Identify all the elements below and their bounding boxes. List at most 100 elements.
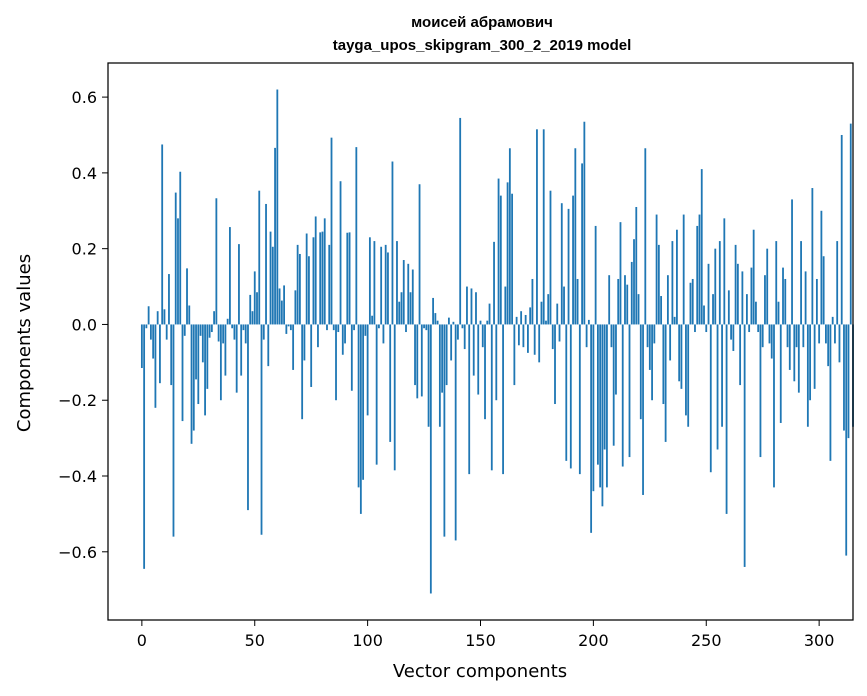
bar [655,214,658,325]
bar [346,232,349,325]
bar [626,284,629,325]
bar [400,292,403,325]
bar [256,292,258,325]
bar [145,324,148,329]
bar [818,324,821,344]
bar [210,324,213,333]
bar [222,324,225,344]
bar [517,324,520,346]
bar [793,324,796,382]
bar [619,222,622,325]
bar [736,263,739,325]
x-tick-label: 300 [804,631,835,650]
bar [834,324,836,344]
bar [750,267,753,325]
bar [384,244,387,325]
bar [466,286,468,325]
bar [201,324,204,363]
chart-title: моисей абрамович [411,14,553,31]
bar [310,324,313,387]
bar [206,324,209,389]
x-tick-label: 0 [137,631,147,650]
bar [481,324,484,348]
bar [520,311,523,325]
bar [531,278,534,325]
bar [757,324,760,333]
bar [265,203,267,325]
bar [657,244,660,325]
bar [470,288,473,325]
bar [529,307,532,325]
bar [147,306,150,325]
bar [199,324,202,336]
bar [536,129,538,325]
bar [549,190,552,325]
bar [459,117,462,325]
bar [542,129,545,325]
bar [486,320,489,325]
bar [420,324,423,397]
bar [612,324,615,446]
bar [504,286,507,325]
bar [721,324,723,427]
bar [373,241,376,325]
bar [398,301,401,325]
y-axis-ticks: −0.6 −0.4 −0.2 0.0 0.2 0.4 0.6 [58,88,108,562]
bar [339,181,342,325]
bar [247,324,249,511]
bar [468,324,471,475]
bar [330,137,333,325]
bar [186,268,188,325]
bar [301,324,304,420]
bar [603,324,606,450]
bar [527,324,529,353]
bar [800,241,802,325]
bar [630,261,633,325]
bar [678,324,681,382]
bar [845,324,848,556]
bar [238,244,240,325]
bar [560,203,563,325]
bar [770,324,773,359]
bar [314,216,317,325]
bar [707,263,710,325]
bar [705,324,708,333]
bar [429,324,432,594]
bar [321,231,324,325]
bar [606,324,608,488]
bar [703,305,705,325]
bar [608,275,611,325]
bar [233,324,236,340]
bar [418,184,421,325]
bar [664,324,667,442]
bar [601,324,604,507]
bar [328,244,331,325]
bar [378,324,380,329]
bar [689,282,692,325]
bar [366,324,369,416]
bar [140,324,143,369]
bar [450,324,453,361]
bar [253,271,256,325]
bar [700,169,703,325]
bar [278,288,281,325]
bar [303,324,306,361]
bar [829,324,832,461]
bar [432,297,434,325]
bar [364,324,367,336]
bar [319,232,322,325]
bar [382,324,385,344]
y-tick-label: 0.2 [72,240,97,259]
bar [143,324,146,569]
bar [524,314,527,325]
bar [260,324,263,535]
x-tick-label: 250 [691,631,722,650]
bar [402,260,405,325]
bar [296,244,299,325]
bar [409,292,412,325]
bar [811,188,814,325]
bar [242,324,245,331]
bar [583,121,586,325]
bar [759,324,762,458]
bar [624,275,626,325]
